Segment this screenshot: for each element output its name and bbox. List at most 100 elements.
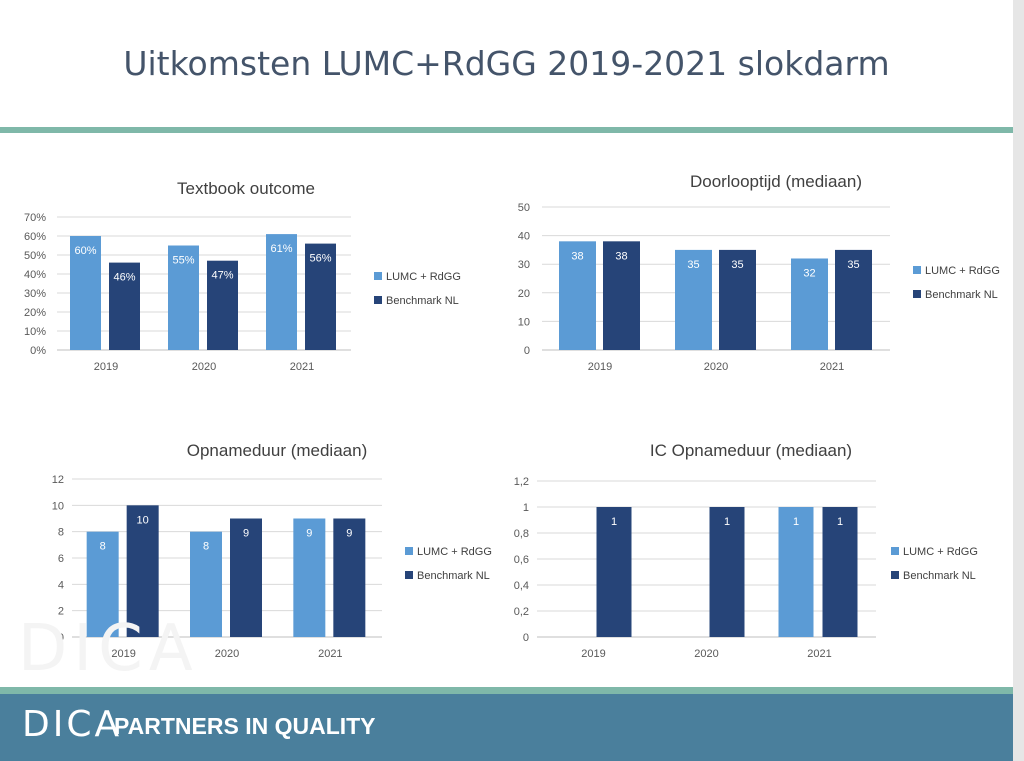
page-title: Uitkomsten LUMC+RdGG 2019-2021 slokdarm [123, 44, 890, 83]
legend-label: LUMC + RdGG [386, 271, 461, 283]
data-label: 47% [211, 270, 233, 282]
chart-title: Doorlooptijd (mediaan) [690, 172, 862, 191]
x-tick-label: 2019 [94, 361, 118, 373]
y-tick-label: 40% [24, 269, 46, 281]
data-label: 55% [172, 255, 194, 267]
legend-label: LUMC + RdGG [925, 265, 1000, 277]
y-tick-label: 0,6 [514, 554, 529, 566]
chart-title: Textbook outcome [177, 179, 315, 198]
x-tick-label: 2020 [704, 361, 728, 373]
data-label: 1 [724, 516, 730, 528]
data-label: 9 [243, 528, 249, 540]
bar-lumc [266, 234, 297, 350]
bar-lumc [778, 507, 814, 637]
bar-benchmark [709, 507, 745, 637]
bar-benchmark [603, 241, 640, 350]
data-label: 60% [74, 245, 96, 257]
bar-lumc [791, 258, 828, 350]
chart-title: Opnameduur (mediaan) [187, 441, 367, 460]
data-label: 1 [837, 516, 843, 528]
y-tick-label: 0,8 [514, 528, 529, 540]
bar-lumc [168, 245, 199, 350]
bottom-accent-bar [0, 687, 1013, 694]
y-tick-label: 20 [518, 288, 530, 300]
data-label: 10 [137, 514, 149, 526]
y-tick-label: 30 [518, 259, 530, 271]
data-label: 1 [611, 516, 617, 528]
y-tick-label: 0,4 [514, 580, 529, 592]
x-tick-label: 2021 [820, 361, 844, 373]
y-tick-label: 12 [52, 474, 64, 486]
bar-benchmark [719, 249, 756, 350]
bar-lumc [559, 241, 596, 350]
y-tick-label: 1,2 [514, 476, 529, 488]
y-tick-label: 4 [58, 579, 64, 591]
legend-swatch [374, 272, 382, 280]
x-tick-label: 2021 [290, 361, 314, 373]
legend-label: Benchmark NL [417, 570, 490, 582]
top-accent-bar [0, 127, 1013, 133]
data-label: 61% [270, 243, 292, 255]
y-tick-label: 10 [518, 316, 530, 328]
x-tick-label: 2020 [215, 648, 239, 660]
bar-lumc [293, 518, 326, 637]
legend-label: LUMC + RdGG [903, 546, 978, 558]
data-label: 35 [687, 259, 699, 271]
data-label: 38 [615, 250, 627, 262]
data-label: 46% [113, 272, 135, 284]
right-edge-shade [1013, 0, 1024, 761]
y-tick-label: 8 [58, 527, 64, 539]
legend-swatch [405, 571, 413, 579]
y-tick-label: 30% [24, 288, 46, 300]
y-tick-label: 50 [518, 202, 530, 214]
legend-label: Benchmark NL [386, 295, 459, 307]
y-tick-label: 6 [58, 553, 64, 565]
data-label: 9 [346, 528, 352, 540]
legend-label: Benchmark NL [903, 570, 976, 582]
legend-label: Benchmark NL [925, 289, 998, 301]
data-label: 32 [803, 267, 815, 279]
data-label: 35 [847, 259, 859, 271]
x-tick-label: 2020 [192, 361, 216, 373]
y-tick-label: 70% [24, 212, 46, 224]
x-tick-label: 2019 [581, 648, 605, 660]
x-tick-label: 2019 [588, 361, 612, 373]
bar-benchmark [207, 260, 238, 350]
data-label: 1 [793, 516, 799, 528]
y-tick-label: 20% [24, 307, 46, 319]
legend-swatch [405, 547, 413, 555]
x-tick-label: 2020 [694, 648, 718, 660]
y-tick-label: 0,2 [514, 606, 529, 618]
legend-swatch [891, 547, 899, 555]
bar-benchmark [333, 518, 366, 637]
watermark-logo: DICA [18, 612, 199, 686]
data-label: 9 [306, 528, 312, 540]
legend-swatch [913, 290, 921, 298]
data-label: 8 [203, 541, 209, 553]
y-tick-label: 40 [518, 231, 530, 243]
dica-logo: DICA [22, 704, 123, 745]
y-tick-label: 1 [523, 502, 529, 514]
legend-swatch [913, 266, 921, 274]
bar-benchmark [822, 507, 858, 637]
bar-benchmark [305, 243, 336, 350]
data-label: 35 [731, 259, 743, 271]
y-tick-label: 10% [24, 326, 46, 338]
legend-label: LUMC + RdGG [417, 546, 492, 558]
x-tick-label: 2021 [318, 648, 342, 660]
legend-swatch [374, 296, 382, 304]
data-label: 56% [309, 253, 331, 265]
bar-lumc [675, 249, 712, 350]
bar-benchmark [835, 249, 872, 350]
bar-benchmark [109, 262, 140, 350]
y-tick-label: 50% [24, 250, 46, 262]
x-tick-label: 2021 [807, 648, 831, 660]
data-label: 38 [571, 250, 583, 262]
y-tick-label: 10 [52, 500, 64, 512]
y-tick-label: 0 [523, 632, 529, 644]
footer-tagline: PARTNERS IN QUALITY [114, 713, 376, 739]
footer-band [0, 694, 1013, 761]
bar-lumc [70, 236, 101, 350]
y-tick-label: 60% [24, 231, 46, 243]
bar-benchmark [230, 518, 262, 637]
